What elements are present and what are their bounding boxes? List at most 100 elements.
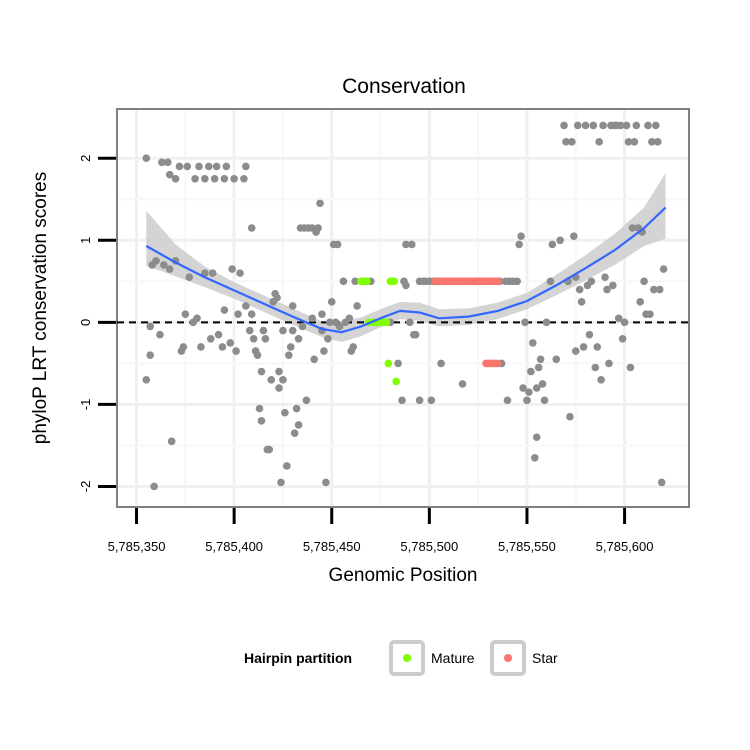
point-other-138	[458, 380, 467, 388]
point-other-27	[201, 269, 209, 277]
point-other-166	[542, 318, 551, 327]
point-other-31	[208, 269, 217, 277]
point-other-107	[351, 277, 359, 286]
point-other-190	[595, 138, 603, 146]
point-other-78	[294, 421, 303, 429]
point-other-15	[171, 174, 180, 183]
point-other-171	[560, 121, 568, 130]
axes-layer: 5,785,350 5,785,400 5,785,450 5,785,500 5,78…	[78, 155, 653, 554]
point-other-28	[201, 174, 209, 183]
point-other-81	[298, 322, 307, 331]
legend-label-star: Star	[532, 650, 558, 666]
point-other-6	[152, 257, 160, 265]
point-other-179	[573, 121, 582, 130]
point-other-174	[566, 412, 574, 421]
y-tick-label-2: 0	[78, 319, 93, 326]
point-other-131	[437, 359, 445, 368]
point-other-61	[267, 376, 276, 384]
point-other-165	[540, 396, 549, 405]
point-mature-11	[384, 359, 393, 368]
x-tick-label-5: 5,785,600	[596, 539, 654, 554]
point-other-215	[644, 121, 652, 130]
point-other-50	[247, 224, 256, 232]
point-other-55	[257, 417, 266, 425]
point-other-197	[609, 281, 617, 290]
point-other-85	[308, 314, 317, 323]
point-mature-14	[390, 277, 399, 286]
point-other-94	[322, 478, 330, 487]
point-other-93	[320, 347, 328, 355]
point-other-119	[407, 240, 416, 249]
point-other-221	[655, 285, 664, 294]
y-tick-label-1: -1	[78, 399, 93, 411]
point-other-58	[261, 334, 270, 343]
x-tick-label-2: 5,785,450	[303, 539, 361, 554]
point-other-25	[195, 162, 203, 171]
point-other-67	[277, 478, 285, 487]
series-star	[431, 277, 502, 368]
point-other-152	[517, 232, 525, 240]
point-other-48	[245, 326, 254, 335]
point-other-66	[275, 384, 283, 392]
x-tick-label-3: 5,785,500	[400, 539, 458, 554]
point-other-9	[160, 261, 168, 269]
x-tick-label-1: 5,785,400	[205, 539, 263, 554]
point-other-202	[618, 334, 627, 343]
y-tick-label-0: -2	[78, 481, 93, 493]
point-other-47	[242, 162, 250, 171]
point-other-95	[324, 334, 332, 343]
smooth-line	[145, 206, 667, 334]
x-axis-label: Genomic Position	[329, 565, 478, 586]
point-other-154	[521, 318, 529, 327]
point-other-53	[253, 351, 262, 359]
point-other-192	[599, 121, 607, 130]
point-other-157	[527, 367, 535, 376]
point-other-11	[165, 265, 174, 273]
point-other-181	[577, 298, 586, 306]
point-other-189	[593, 343, 602, 351]
point-other-169	[552, 355, 561, 364]
point-other-23	[191, 174, 199, 183]
point-other-206	[626, 363, 635, 372]
point-other-191	[597, 376, 605, 384]
point-other-209	[632, 121, 641, 130]
point-other-71	[283, 462, 291, 470]
point-other-39	[226, 339, 235, 347]
point-other-56	[257, 367, 266, 376]
point-other-74	[288, 326, 297, 335]
point-other-43	[234, 310, 242, 318]
point-other-36	[220, 306, 229, 314]
point-other-41	[230, 174, 238, 183]
point-other-216	[646, 310, 654, 318]
point-other-73	[286, 343, 295, 351]
point-other-0	[142, 154, 151, 163]
x-tick-label-4: 5,785,550	[498, 539, 556, 554]
point-other-200	[614, 314, 623, 323]
point-other-1	[142, 376, 151, 384]
legend-entry-mature: Mature	[389, 640, 475, 676]
point-other-183	[581, 121, 590, 130]
point-other-153	[519, 384, 527, 392]
point-other-60	[265, 445, 274, 454]
point-other-20	[183, 162, 192, 171]
point-other-108	[353, 302, 361, 310]
point-other-12	[165, 170, 174, 179]
point-other-211	[636, 298, 644, 306]
point-other-49	[247, 310, 256, 318]
point-other-69	[279, 326, 287, 335]
point-other-44	[236, 269, 244, 277]
point-other-168	[548, 240, 557, 249]
point-other-104	[345, 314, 354, 323]
point-other-113	[394, 359, 402, 368]
point-other-10	[163, 158, 172, 167]
point-other-118	[406, 318, 414, 327]
point-other-208	[630, 138, 639, 146]
point-other-175	[568, 138, 576, 146]
point-mature-3	[363, 277, 371, 286]
point-other-7	[156, 330, 164, 339]
point-other-35	[218, 343, 227, 351]
point-other-123	[415, 396, 424, 405]
point-other-203	[620, 318, 629, 327]
point-other-45	[240, 174, 248, 183]
legend-entry-star: Star	[490, 640, 558, 676]
